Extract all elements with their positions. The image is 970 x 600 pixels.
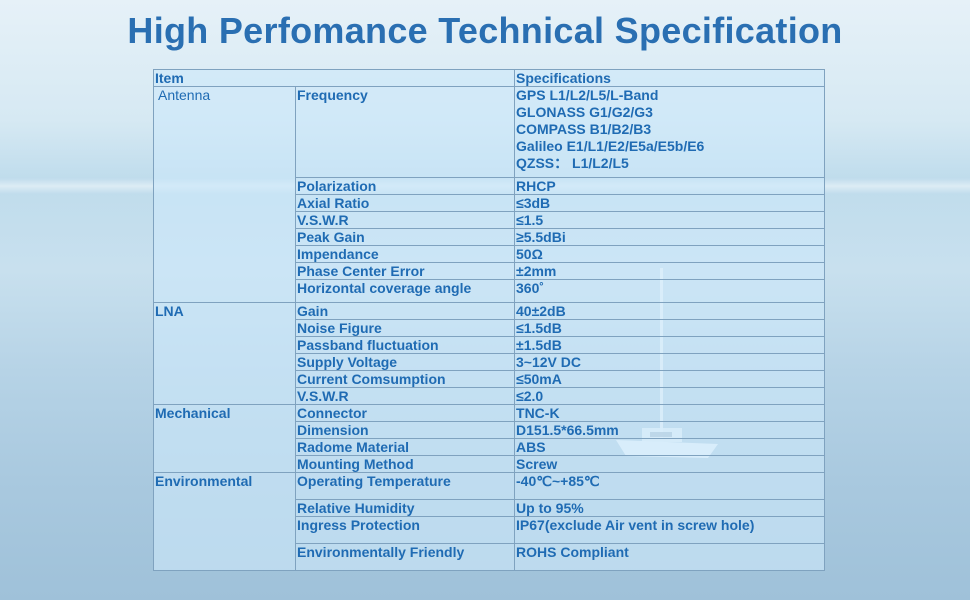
table-row: Horizontal coverage angle 360˚ [154,279,826,303]
param-value: ≤3dB [514,194,826,212]
table-row: V.S.W.R ≤1.5 [154,211,826,229]
table-row: Mounting Method Screw [154,455,826,473]
param-value: ≤1.5dB [514,319,826,337]
table-row: V.S.W.R ≤2.0 [154,387,826,405]
param-name: Gain [294,302,516,320]
param-value: Screw [514,455,826,473]
param-name: Passband fluctuation [294,336,516,354]
param-value: IP67(exclude Air vent in screw hole) [514,516,826,544]
param-name: V.S.W.R [294,211,516,229]
param-value: Up to 95% [514,499,826,517]
param-name: Radome Material [294,438,516,456]
category-environmental: Environmental [153,472,296,571]
param-name: Frequency [294,86,516,178]
param-name: Current Comsumption [294,370,516,388]
param-value: ±1.5dB [514,336,826,354]
param-name: Mounting Method [294,455,516,473]
param-value: ≤2.0 [514,387,826,405]
param-name: Peak Gain [294,228,516,246]
table-row: Impendance 50Ω [154,245,826,263]
param-name: Polarization [294,177,516,195]
frequency-value: GPS L1/L2/L5/L-Band [516,87,659,103]
table-row: Radome Material ABS [154,438,826,456]
param-name: Relative Humidity [294,499,516,517]
param-name: Horizontal coverage angle [294,279,516,303]
category-mechanical: Mechanical [153,404,296,473]
param-value: -40℃~+85℃ [514,472,826,500]
table-header-row: Item Specifications [152,69,826,87]
param-name: Phase Center Error [294,262,516,280]
param-value: ±2mm [514,262,826,280]
param-name: Noise Figure [294,319,516,337]
frequency-value: COMPASS B1/B2/B3 [516,121,652,137]
param-name: Axial Ratio [294,194,516,212]
frequency-value: QZSS： L1/L2/L5 [516,155,629,171]
table-row: Current Comsumption ≤50mA [154,370,826,388]
frequency-values: GPS L1/L2/L5/L-Band GLONASS G1/G2/G3 COM… [514,86,826,178]
param-name: Environmentally Friendly [294,543,516,571]
frequency-value: Galileo E1/L1/E2/E5a/E5b/E6 [516,138,705,154]
param-value: D151.5*66.5mm [514,421,826,439]
table-row: Environmental Operating Temperature -40℃… [153,472,826,571]
table-row: Environmentally Friendly ROHS Compliant [154,543,826,571]
table-row: Antenna Frequency GPS L1/L2/L5/L-Band GL… [153,86,826,303]
param-name: Impendance [294,245,516,263]
param-name: Connector [294,404,516,422]
table-row: Axial Ratio ≤3dB [154,194,826,212]
specification-table: Item Specifications Antenna Frequency GP… [152,69,826,571]
frequency-value: GLONASS G1/G2/G3 [516,104,653,120]
table-row: LNA Gain 40±2dB [153,302,826,405]
table-row: Ingress Protection IP67(exclude Air vent… [154,516,826,544]
table-row: Relative Humidity Up to 95% [154,499,826,517]
param-value: 50Ω [514,245,826,263]
param-name: Supply Voltage [294,353,516,371]
table-row: Mechanical Connector TNC-K [153,404,826,473]
param-name: Dimension [294,421,516,439]
param-value: 40±2dB [514,302,826,320]
param-name: Operating Temperature [294,472,516,500]
category-antenna: Antenna [153,86,296,303]
param-value: ROHS Compliant [514,543,826,571]
page-title: High Perfomance Technical Specification [127,10,843,51]
param-value: ≥5.5dBi [514,228,826,246]
table-row: Dimension D151.5*66.5mm [154,421,826,439]
param-name: Ingress Protection [294,516,516,544]
param-value: ≤50mA [514,370,826,388]
header-item: Item [152,69,516,87]
param-name: V.S.W.R [294,387,516,405]
param-value: ≤1.5 [514,211,826,229]
category-lna: LNA [153,302,296,405]
param-value: TNC-K [514,404,826,422]
param-value: 360˚ [514,279,826,303]
param-value: 3~12V DC [514,353,826,371]
param-value: ABS [514,438,826,456]
param-value: RHCP [514,177,826,195]
header-specifications: Specifications [514,69,826,87]
table-row: Phase Center Error ±2mm [154,262,826,280]
